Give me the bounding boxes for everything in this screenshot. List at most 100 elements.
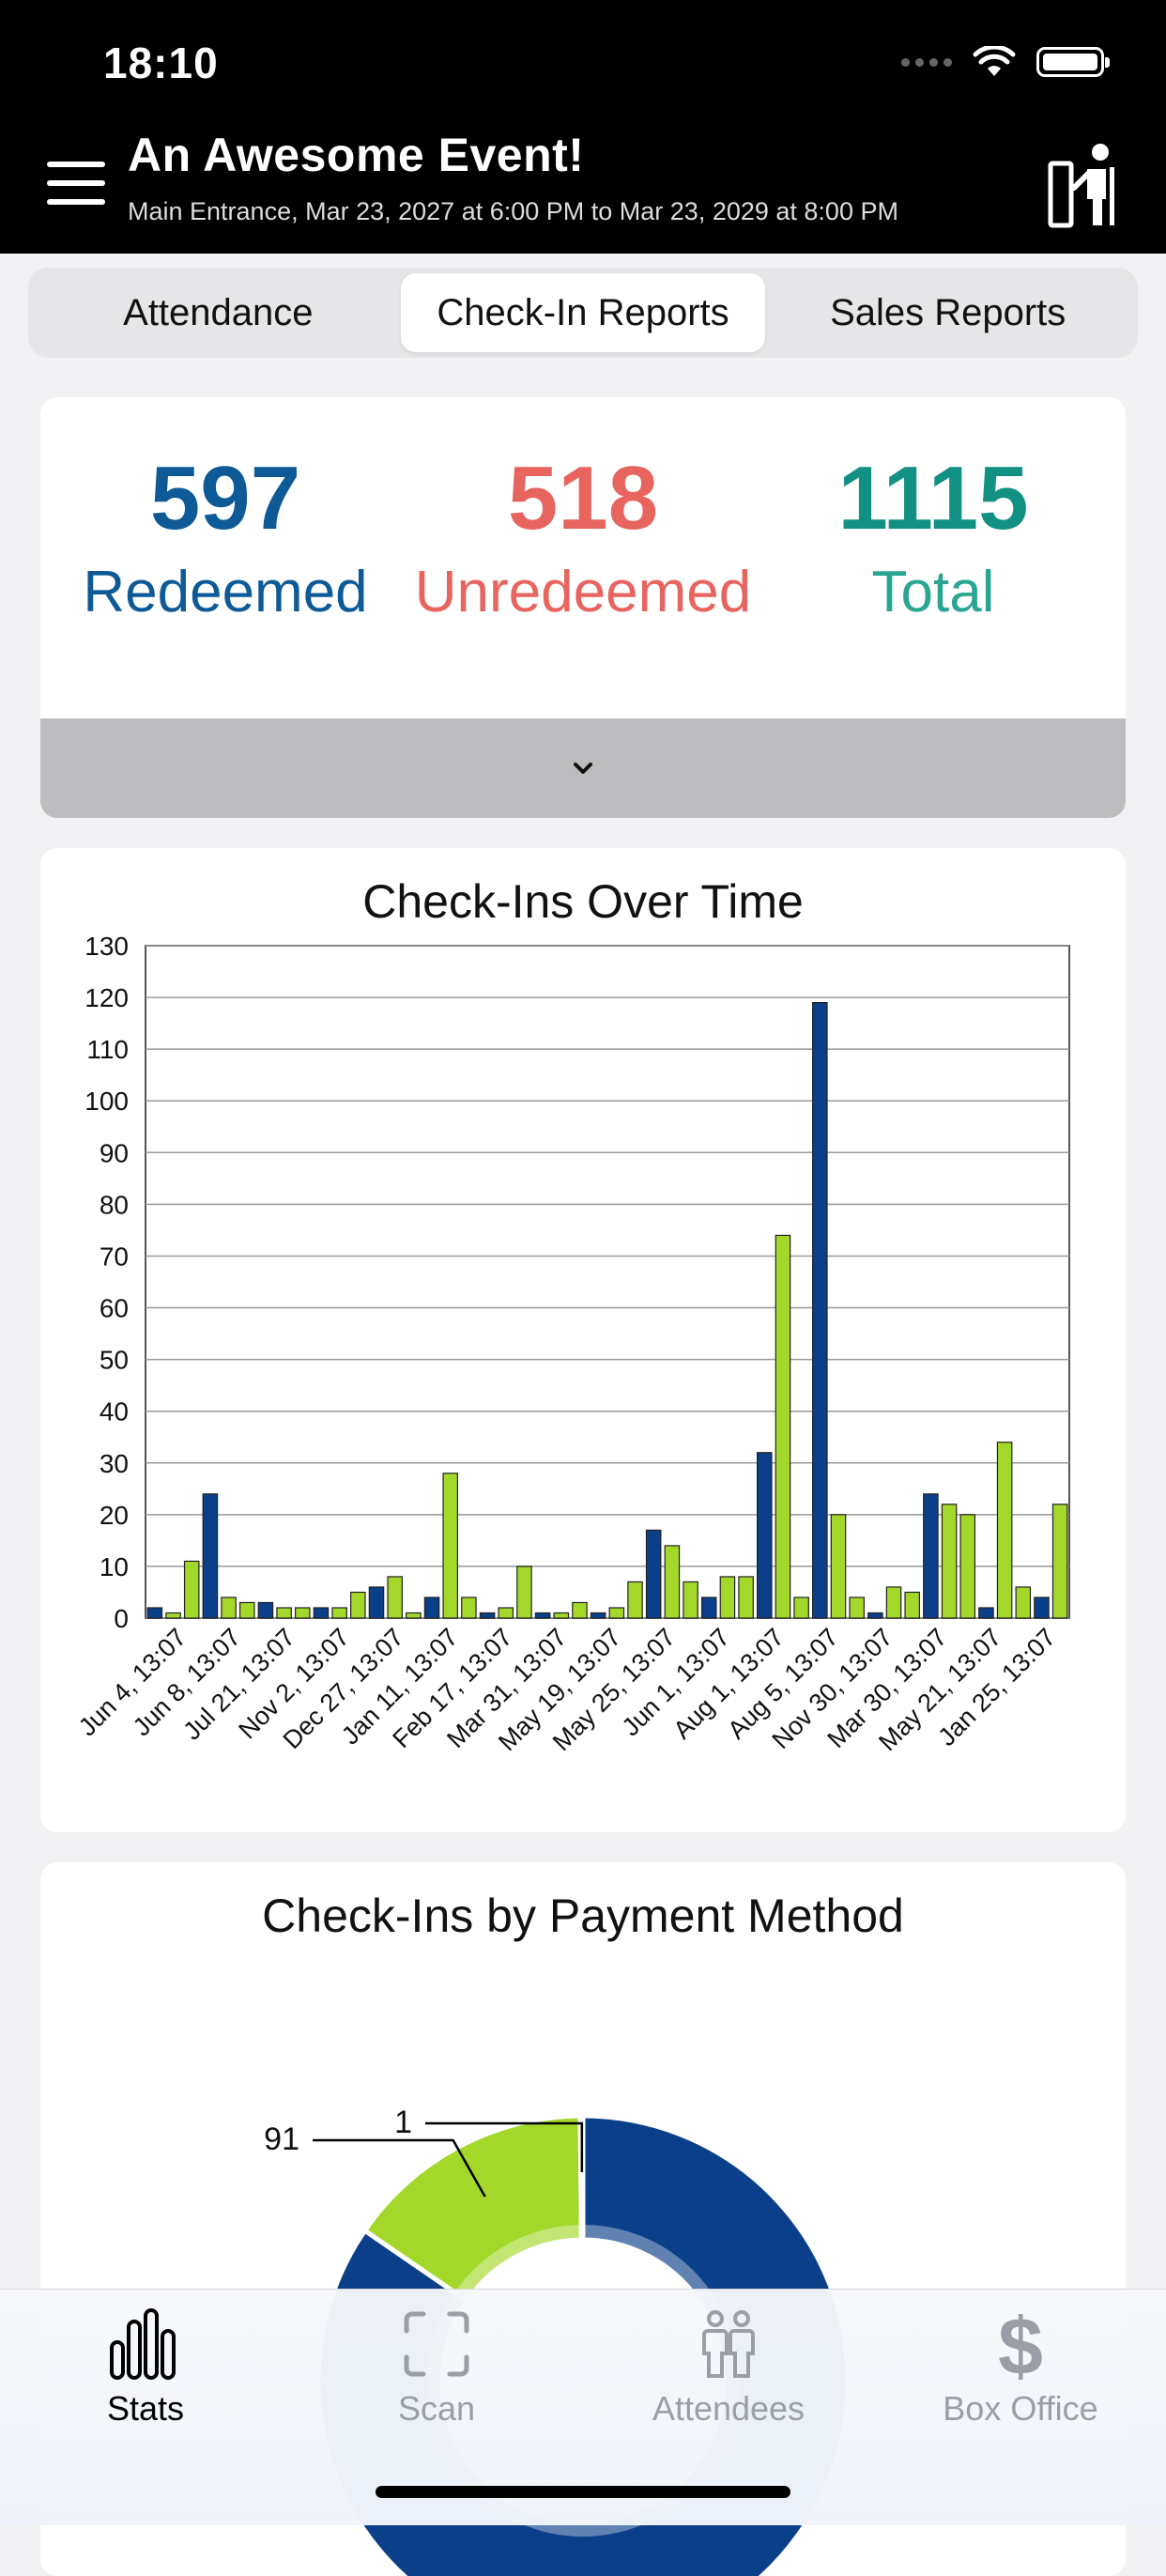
tabbar-scan-label: Scan <box>397 2389 476 2428</box>
donut-slice <box>361 2113 584 2305</box>
bar <box>608 1607 625 1619</box>
bar <box>1034 1597 1050 1619</box>
tabbar-attendees-label: Attendees <box>652 2389 805 2428</box>
bar <box>664 1545 681 1619</box>
bar <box>830 1514 847 1619</box>
y-tick-label: 60 <box>100 1294 129 1323</box>
y-tick-label: 120 <box>84 983 129 1012</box>
chevron-down-icon <box>574 763 592 774</box>
tabbar-stats[interactable]: Stats <box>0 2308 291 2429</box>
y-tick-label: 20 <box>100 1501 129 1530</box>
y-tick-label: 10 <box>100 1552 129 1581</box>
unredeemed-count: 518 <box>507 448 659 548</box>
status-icons <box>901 43 1110 81</box>
redeemed-label: Redeemed <box>83 560 368 625</box>
label-leader-line <box>425 2121 584 2173</box>
y-tick-label: 0 <box>114 1604 129 1633</box>
bar <box>645 1529 662 1619</box>
bar <box>498 1607 514 1619</box>
total-stat: 1115 Total <box>755 454 1112 625</box>
y-tick-label: 30 <box>100 1449 129 1478</box>
wifi-icon <box>973 46 1016 76</box>
check-ins-over-time-card: Check-Ins Over Time 0 10 20 30 40 50 60 70 80 90 1… <box>40 848 1126 1832</box>
bar <box>923 1493 939 1619</box>
bar <box>202 1493 219 1619</box>
bar <box>978 1607 994 1619</box>
tabbar-stats-label: Stats <box>106 2389 185 2428</box>
bar <box>793 1597 809 1619</box>
bar <box>959 1514 976 1619</box>
expand-summary-button[interactable] <box>40 718 1126 818</box>
bar <box>146 1607 163 1619</box>
tabbar-box-office[interactable]: $ Box Office <box>875 2308 1166 2429</box>
bar <box>941 1504 958 1619</box>
bar <box>867 1612 883 1619</box>
bar <box>406 1612 422 1619</box>
bar <box>350 1591 366 1619</box>
unredeemed-stat: 518 Unredeemed <box>405 454 761 625</box>
bar <box>849 1597 865 1619</box>
bar <box>165 1612 181 1619</box>
bar <box>257 1601 274 1619</box>
bar <box>183 1560 200 1619</box>
event-title: An Awesome Event! <box>128 129 585 181</box>
y-tick-label: 100 <box>84 1087 129 1116</box>
bar <box>683 1581 698 1619</box>
bar <box>719 1576 736 1619</box>
bar <box>757 1452 773 1619</box>
bar <box>238 1601 255 1619</box>
bar <box>1015 1586 1032 1619</box>
bar <box>700 1597 717 1619</box>
tabbar-scan[interactable]: Scan <box>291 2308 582 2429</box>
bar <box>516 1566 532 1619</box>
bar <box>368 1586 385 1619</box>
battery-icon <box>1036 47 1110 77</box>
tabbar-box-office-label: Box Office <box>943 2389 1098 2428</box>
redeemed-count: 597 <box>149 448 301 548</box>
attendee-checkin-icon[interactable] <box>1048 141 1117 229</box>
tab-check-in-reports[interactable]: Check-In Reports <box>400 273 766 352</box>
bar <box>885 1586 902 1619</box>
tabbar-attendees[interactable]: Attendees <box>583 2308 874 2429</box>
y-tick-label: 90 <box>100 1138 129 1167</box>
dollar-icon: $ <box>998 2308 1043 2380</box>
report-tabs: Attendance Check-In Reports Sales Report… <box>28 268 1138 358</box>
bar <box>313 1607 330 1619</box>
summary-card: 597 Redeemed 518 Unredeemed 1115 Total <box>40 397 1126 818</box>
bar <box>534 1612 551 1619</box>
scan-icon <box>404 2311 469 2377</box>
bar <box>423 1597 440 1619</box>
bar <box>775 1234 791 1619</box>
bar <box>479 1612 496 1619</box>
cellular-signal-icon <box>901 57 952 67</box>
bar <box>461 1597 477 1619</box>
y-tick-label: 110 <box>86 1035 129 1064</box>
bar <box>812 1001 828 1619</box>
bar <box>331 1607 347 1619</box>
svg-text:$: $ <box>998 2308 1043 2380</box>
tab-sales-reports[interactable]: Sales Reports <box>830 291 1066 333</box>
y-tick-label: 80 <box>100 1190 129 1219</box>
bar <box>996 1442 1013 1619</box>
slice-label: 1 <box>394 2105 412 2140</box>
bar <box>387 1576 403 1619</box>
bar <box>442 1473 458 1619</box>
total-label: Total <box>871 560 995 625</box>
bar <box>553 1612 570 1619</box>
menu-icon[interactable] <box>47 162 105 205</box>
y-tick-label: 130 <box>84 932 129 961</box>
bar <box>276 1607 292 1619</box>
stats-icon <box>110 2308 176 2380</box>
bar <box>1051 1504 1068 1619</box>
pie-chart-title: Check-Ins by Payment Method <box>262 1890 904 1942</box>
app-header: 18:10 An Awesome Event! Main Entrance, M… <box>0 0 1166 254</box>
attendees-icon <box>702 2310 755 2378</box>
redeemed-stat: 597 Redeemed <box>47 454 404 625</box>
unredeemed-label: Unredeemed <box>414 560 752 625</box>
bar <box>221 1597 237 1619</box>
bar <box>295 1607 311 1619</box>
bar <box>904 1591 920 1619</box>
tab-attendance[interactable]: Attendance <box>123 291 314 333</box>
label-leader-line <box>313 2138 486 2198</box>
